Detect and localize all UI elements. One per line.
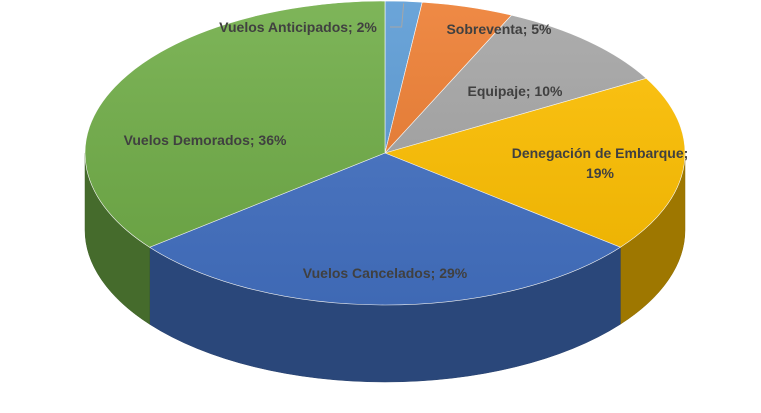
label-sobreventa: Sobreventa; 5% [446, 21, 552, 37]
label-vuelos-anticipados: Vuelos Anticipados; 2% [219, 19, 377, 35]
label-equipaje: Equipaje; 10% [468, 83, 563, 99]
leader-line-vuelos-anticipados [390, 3, 405, 28]
label-vuelos-cancelados: Vuelos Cancelados; 29% [303, 265, 468, 281]
label-denegacion-de-embarque: Denegación de Embarque; 19% [512, 145, 689, 181]
label-vuelos-demorados: Vuelos Demorados; 36% [124, 132, 287, 148]
pie-labels: Vuelos Anticipados; 2% Sobreventa; 5% Equi… [124, 3, 689, 281]
